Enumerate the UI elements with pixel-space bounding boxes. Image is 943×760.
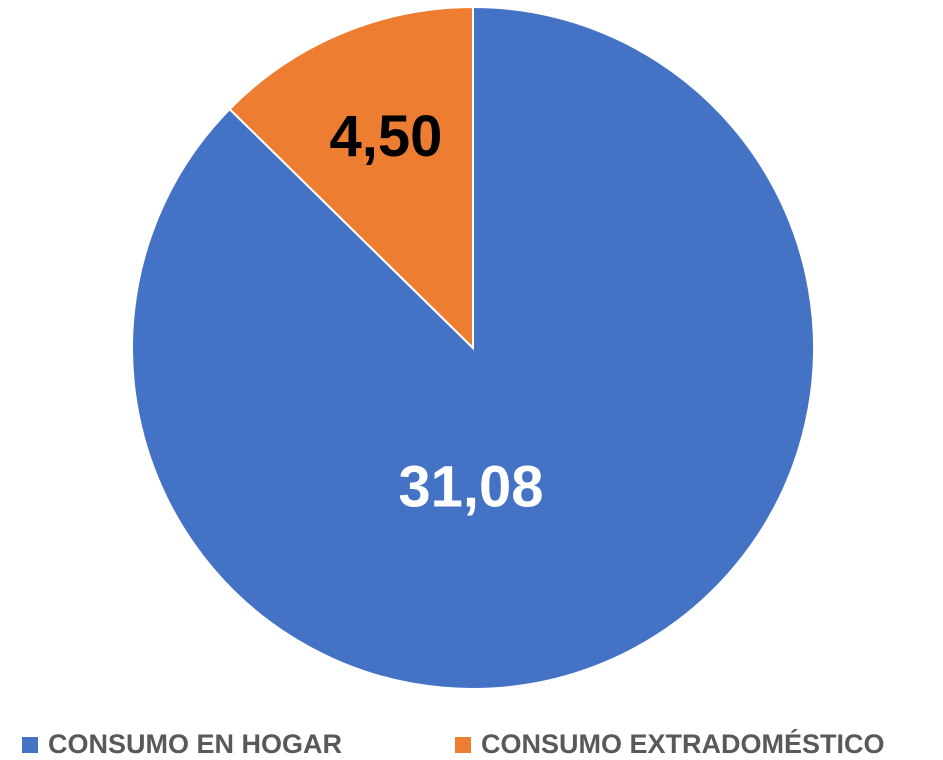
pie-slice: [228, 5, 474, 351]
legend-swatch: [455, 737, 471, 753]
legend-label: CONSUMO EXTRADOMÉSTICO: [481, 728, 885, 759]
data-label: 4,50: [329, 104, 442, 169]
legend-swatch: [22, 737, 38, 753]
legend-label: CONSUMO EN HOGAR: [48, 729, 342, 759]
data-label: 31,08: [398, 455, 543, 520]
